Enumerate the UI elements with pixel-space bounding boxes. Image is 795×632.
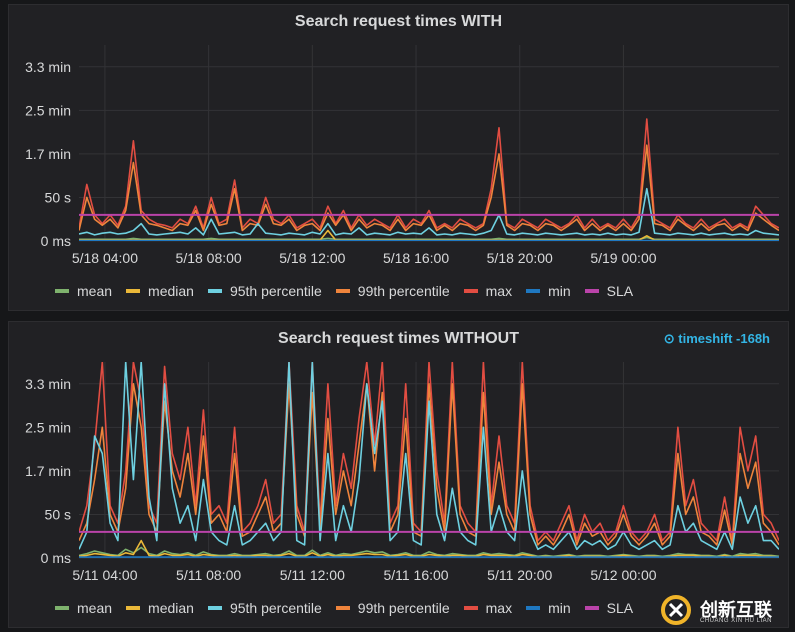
legend-label: median	[148, 283, 194, 299]
legend-label: median	[148, 600, 194, 616]
x-tick-label: 5/18 04:00	[72, 250, 138, 266]
x-tick-label: 5/11 08:00	[176, 567, 241, 583]
y-tick-label: 0 ms	[41, 233, 71, 249]
x-tick-label: 5/18 16:00	[383, 250, 449, 266]
panel-title[interactable]: Search request times WITH	[294, 13, 503, 30]
legend-label: mean	[77, 283, 113, 299]
legend-item-median[interactable]: median	[126, 283, 194, 299]
legend-label: SLA	[606, 600, 634, 616]
y-tick-label: 3.3 min	[25, 59, 71, 75]
chart-panel-without: Search request times WITHOUT ⊙ timeshift…	[8, 321, 789, 628]
x-tick-label: 5/12 00:00	[590, 567, 656, 583]
legend-item-95th-percentile[interactable]: 95th percentile	[207, 283, 322, 299]
series-line-max	[79, 362, 779, 542]
legend-label: 95th percentile	[229, 600, 322, 616]
legend-label: 99th percentile	[357, 600, 450, 616]
legend-swatch	[55, 289, 69, 293]
x-tick-label: 5/11 16:00	[383, 567, 448, 583]
chart-plot-with: 5/18 04:00 5/18 08:00 5/18 12:00 5/18 16:00…	[25, 45, 779, 266]
x-tick-label: 5/11 12:00	[280, 567, 345, 583]
legend-label: 99th percentile	[357, 283, 450, 299]
y-tick-label: 50 s	[45, 506, 71, 522]
y-tick-label: 50 s	[45, 189, 71, 205]
timeshift-label: ⊙ timeshift -168h	[663, 331, 770, 346]
legend-item-sla[interactable]: SLA	[584, 283, 634, 299]
legend-swatch	[335, 606, 350, 610]
y-tick-label: 3.3 min	[25, 376, 71, 392]
watermark-logo: 创新互联 CHUANG XIN HU LIAN	[660, 590, 792, 630]
series-line-99th-percentile	[79, 144, 779, 232]
x-tick-label: 5/11 04:00	[72, 567, 137, 583]
logo-icon	[661, 595, 691, 625]
series-line-mean	[79, 236, 779, 241]
legend-swatch	[207, 289, 222, 293]
y-tick-label: 0 ms	[41, 550, 71, 566]
y-tick-label: 2.5 min	[25, 102, 71, 118]
legend-swatch	[463, 606, 478, 610]
legend-swatch	[584, 606, 599, 610]
legend-label: max	[485, 283, 513, 299]
legend-item-max[interactable]: max	[463, 600, 513, 616]
legend-item-min[interactable]: min	[526, 600, 571, 616]
series-line-95th-percentile	[79, 187, 779, 236]
x-tick-label: 5/19 00:00	[590, 250, 656, 266]
series-line-99th-percentile	[79, 382, 779, 546]
chart-panel-with: Search request times WITH 5/18 04:00 5/18…	[8, 4, 789, 311]
chart-legend: mean median 95th percentile 99th percentile…	[55, 600, 633, 616]
legend-label: min	[548, 283, 571, 299]
watermark-subtext: CHUANG XIN HU LIAN	[700, 618, 773, 624]
legend-swatch	[55, 606, 69, 610]
panel-title[interactable]: Search request times WITHOUT	[278, 330, 519, 347]
x-tick-label: 5/18 08:00	[176, 250, 242, 266]
legend-swatch	[526, 289, 541, 293]
x-tick-label: 5/11 20:00	[487, 567, 552, 583]
x-tick-label: 5/18 20:00	[487, 250, 553, 266]
legend-swatch	[463, 289, 478, 293]
legend-item-95th-percentile[interactable]: 95th percentile	[207, 600, 322, 616]
legend-item-mean[interactable]: mean	[55, 600, 112, 616]
legend-label: max	[485, 600, 513, 616]
legend-swatch	[526, 606, 541, 610]
legend-swatch	[207, 606, 222, 610]
legend-item-min[interactable]: min	[526, 283, 571, 299]
legend-label: mean	[77, 600, 113, 616]
legend-label: 95th percentile	[229, 283, 322, 299]
y-tick-label: 2.5 min	[25, 419, 71, 435]
y-tick-label: 1.7 min	[25, 463, 71, 479]
x-tick-label: 5/18 12:00	[279, 250, 345, 266]
legend-label: min	[548, 600, 571, 616]
legend-item-median[interactable]: median	[126, 600, 194, 616]
legend-label: SLA	[606, 283, 634, 299]
chart-legend: mean median 95th percentile 99th percentile…	[55, 283, 633, 299]
series-line-max	[79, 118, 779, 229]
legend-swatch	[584, 289, 599, 293]
legend-swatch	[335, 289, 350, 293]
watermark-text: 创新互联	[700, 600, 772, 620]
legend-item-mean[interactable]: mean	[55, 283, 112, 299]
y-tick-label: 1.7 min	[25, 146, 71, 162]
legend-swatch	[126, 606, 141, 610]
chart-plot-without: 5/11 04:00 5/11 08:00 5/11 12:00 5/11 16:00…	[25, 362, 779, 583]
legend-swatch	[126, 289, 141, 293]
series-line-95th-percentile	[79, 362, 779, 551]
legend-item-max[interactable]: max	[463, 283, 513, 299]
legend-item-sla[interactable]: SLA	[584, 600, 634, 616]
legend-item-99th-percentile[interactable]: 99th percentile	[335, 600, 450, 616]
legend-item-99th-percentile[interactable]: 99th percentile	[335, 283, 450, 299]
